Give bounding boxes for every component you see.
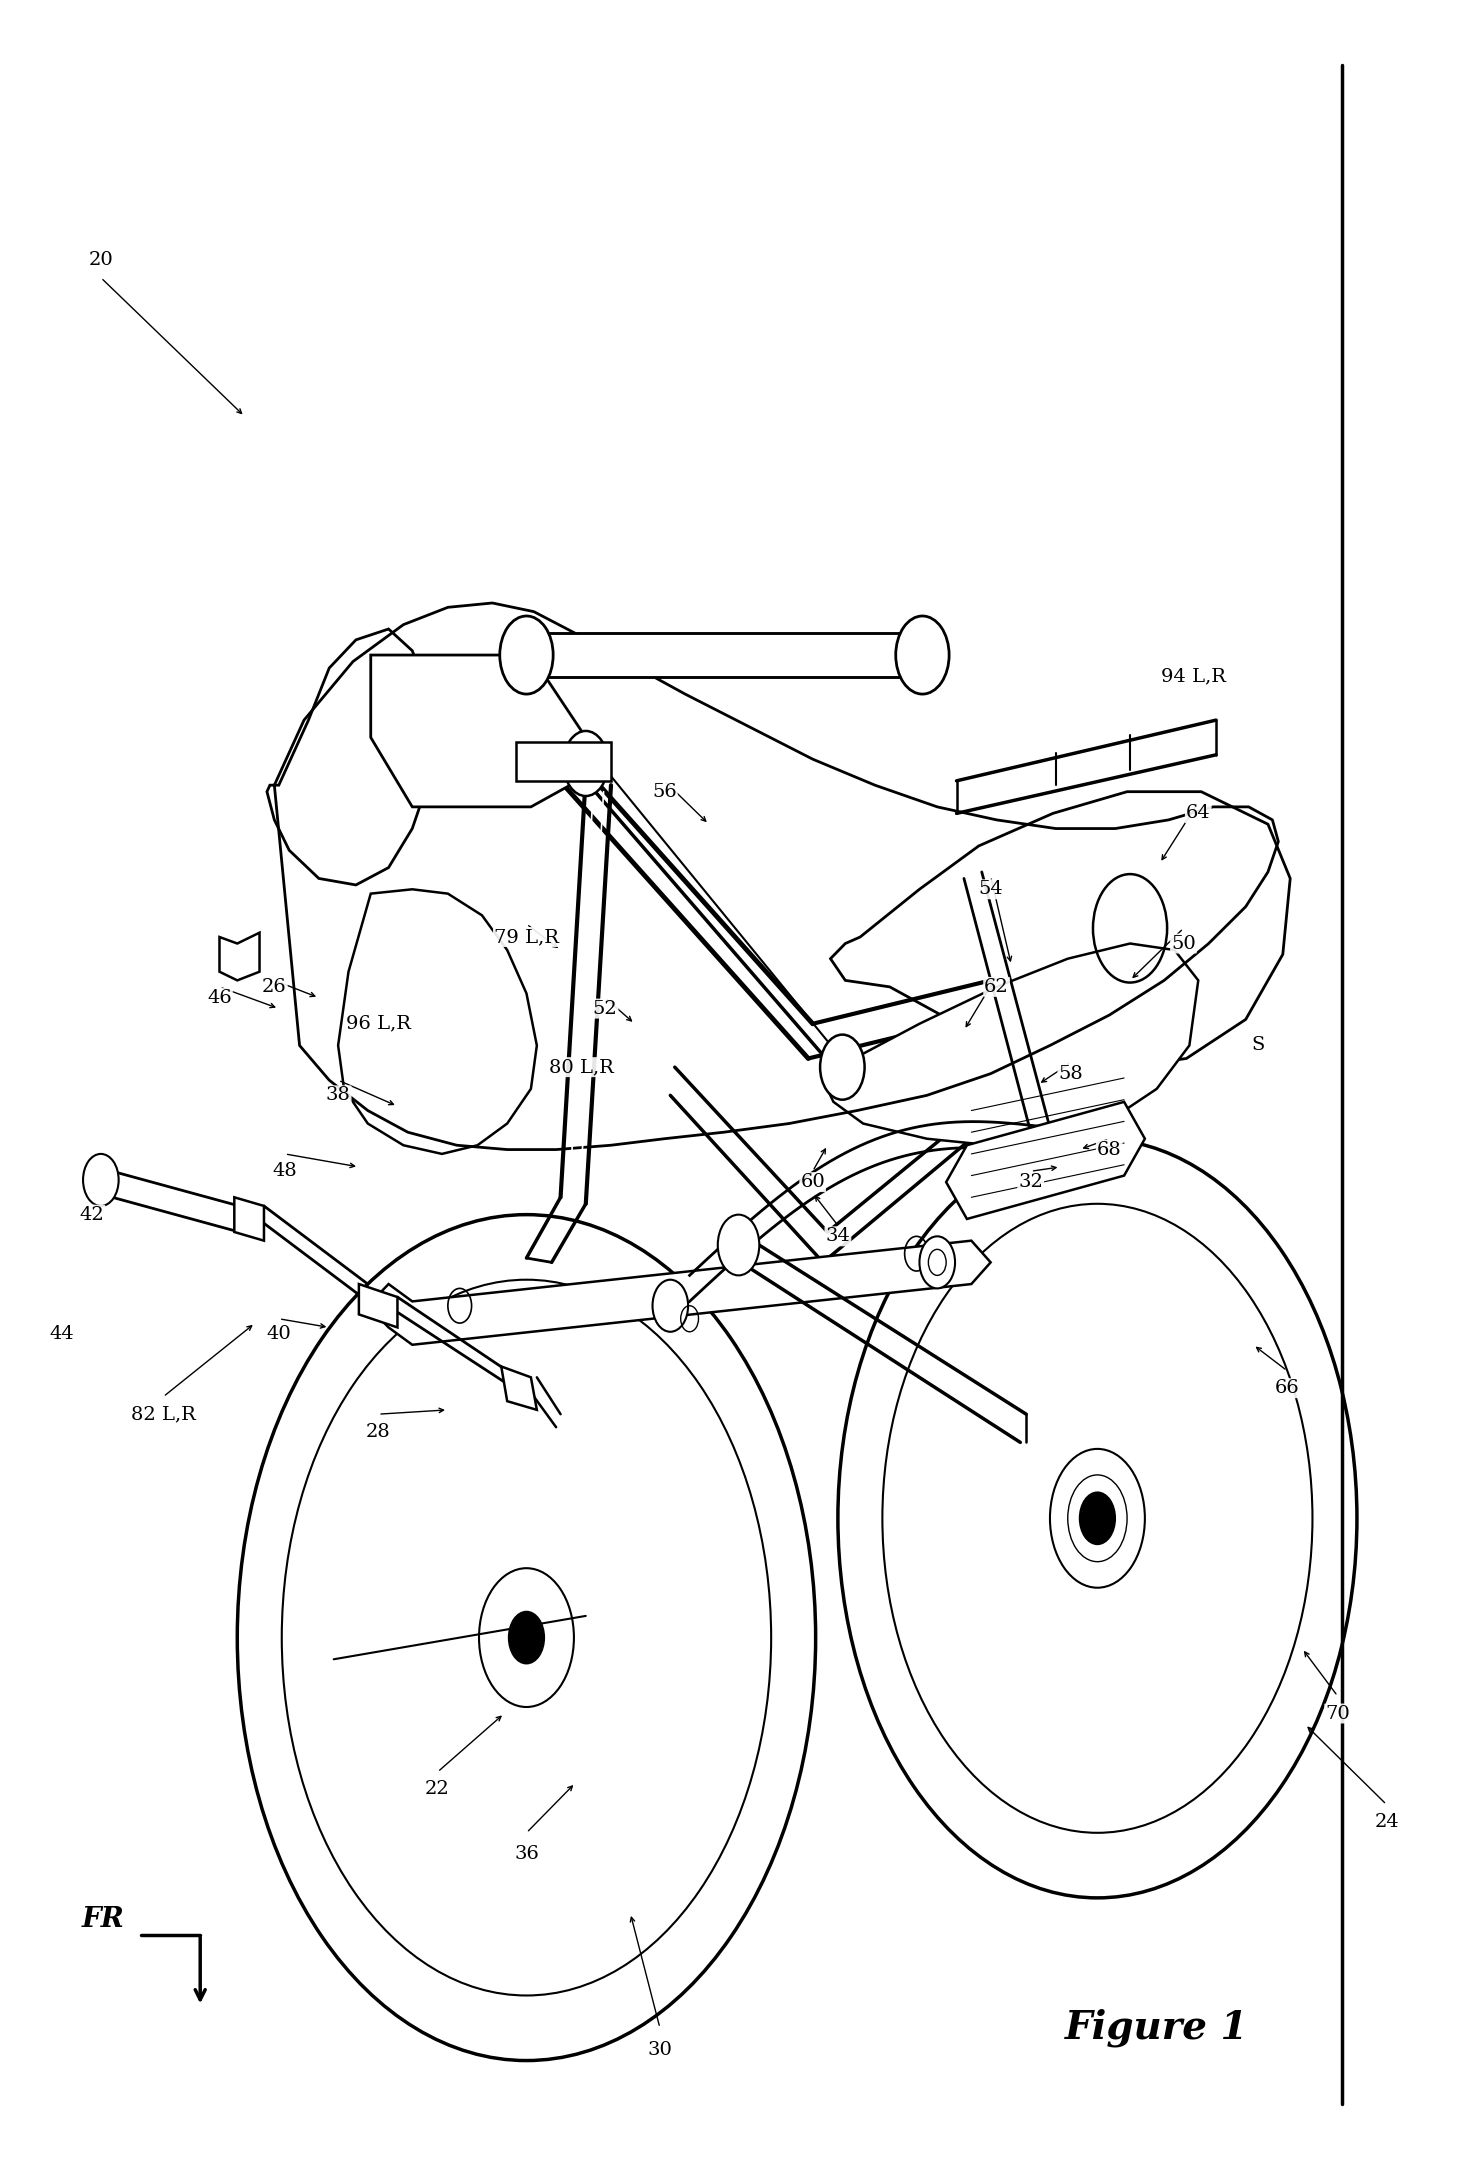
Polygon shape — [371, 655, 586, 807]
Polygon shape — [359, 1284, 397, 1327]
Circle shape — [896, 616, 949, 694]
Polygon shape — [830, 792, 1290, 1067]
Text: 66: 66 — [1275, 1379, 1299, 1397]
Polygon shape — [368, 1241, 991, 1345]
Circle shape — [564, 731, 608, 796]
Polygon shape — [338, 889, 537, 1154]
Text: 54: 54 — [979, 881, 1003, 898]
Text: 30: 30 — [648, 2041, 672, 2058]
Text: FR: FR — [82, 1907, 125, 1933]
Text: 58: 58 — [1059, 1065, 1083, 1082]
Polygon shape — [516, 742, 611, 781]
Text: 46: 46 — [208, 989, 231, 1006]
Text: 26: 26 — [262, 978, 286, 996]
Circle shape — [919, 1236, 955, 1288]
Polygon shape — [946, 1102, 1145, 1219]
Polygon shape — [516, 633, 931, 677]
Circle shape — [1080, 1492, 1115, 1544]
Circle shape — [718, 1215, 759, 1275]
Text: 56: 56 — [653, 783, 676, 800]
Text: 48: 48 — [273, 1163, 297, 1180]
Text: 82 L,R: 82 L,R — [131, 1406, 196, 1423]
Text: 42: 42 — [80, 1206, 104, 1223]
Circle shape — [509, 1612, 544, 1664]
Circle shape — [500, 616, 553, 694]
Text: 94 L,R: 94 L,R — [1161, 668, 1226, 685]
Circle shape — [83, 1154, 119, 1206]
Text: 52: 52 — [593, 1000, 617, 1017]
Polygon shape — [501, 1366, 537, 1410]
Text: 60: 60 — [801, 1173, 825, 1191]
Text: 38: 38 — [326, 1087, 350, 1104]
Polygon shape — [267, 629, 433, 885]
Text: 80 L,R: 80 L,R — [549, 1058, 614, 1076]
Text: 50: 50 — [1172, 935, 1195, 952]
Polygon shape — [234, 1197, 264, 1241]
Polygon shape — [823, 944, 1198, 1145]
Circle shape — [820, 1035, 865, 1100]
Text: 64: 64 — [1186, 805, 1210, 822]
Text: 22: 22 — [426, 1781, 449, 1798]
Text: 20: 20 — [89, 252, 113, 269]
Text: 70: 70 — [1326, 1705, 1350, 1722]
Text: Figure 1: Figure 1 — [1065, 2008, 1249, 2048]
Text: 79 L,R: 79 L,R — [494, 928, 559, 946]
Text: 96 L,R: 96 L,R — [346, 1015, 411, 1032]
Text: 40: 40 — [267, 1325, 291, 1343]
Text: 36: 36 — [515, 1846, 538, 1863]
Circle shape — [653, 1280, 688, 1332]
Text: 68: 68 — [1097, 1141, 1121, 1158]
Text: 44: 44 — [50, 1325, 74, 1343]
Text: 34: 34 — [826, 1228, 850, 1245]
Text: 28: 28 — [366, 1423, 390, 1440]
Text: 62: 62 — [985, 978, 1008, 996]
Text: 32: 32 — [1019, 1173, 1043, 1191]
Polygon shape — [274, 603, 1278, 1150]
Text: S: S — [1252, 1037, 1264, 1054]
Text: 24: 24 — [1375, 1813, 1398, 1831]
Polygon shape — [219, 933, 260, 980]
